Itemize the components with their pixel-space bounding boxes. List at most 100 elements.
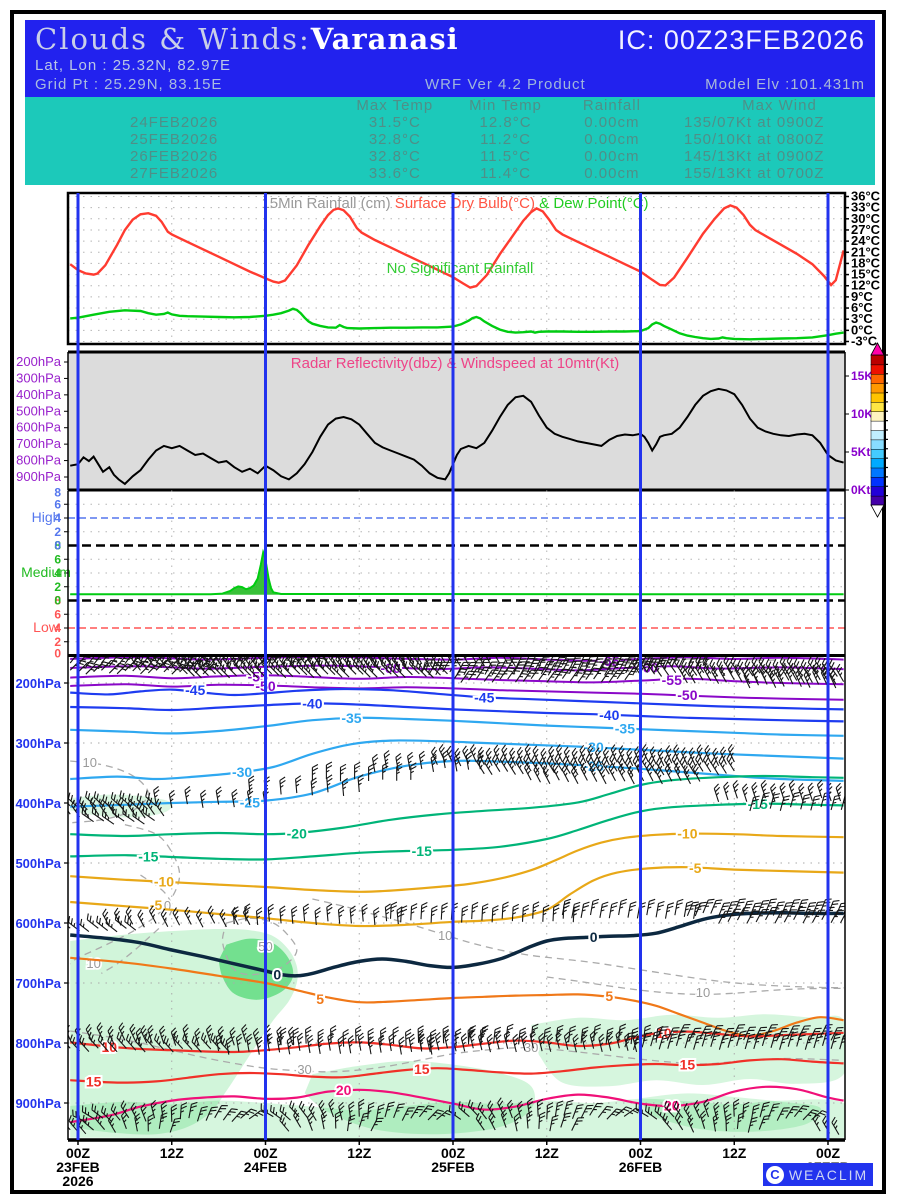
medium-cloud-line <box>70 548 844 596</box>
windspeed-axis-tick: 0Kt <box>851 483 870 497</box>
forecast-table-header: Max Temp Min Temp Rainfall Max Wind <box>25 97 875 114</box>
product-line: WRF Ver 4.2 Product <box>425 76 586 93</box>
cloud-tick: 0 <box>54 647 61 661</box>
temp-contour--35 <box>70 716 844 737</box>
high-cloud-label: High <box>32 509 61 525</box>
table-row: 27FEB2026 33.6°C 11.4°C 0.00cm 155/13Kt … <box>25 165 875 182</box>
time-axis-label: 12Z <box>160 1145 185 1161</box>
temp-contour-label: -30 <box>232 764 252 780</box>
temp-contour-label: -10 <box>154 874 174 890</box>
row-max-temp: 31.5°C <box>368 114 421 131</box>
radar-pressure-tick: 200hPa <box>16 354 62 369</box>
weaclim-label: WEACLIM <box>788 1166 869 1183</box>
cloud-tick: 4 <box>54 621 61 635</box>
col-rainfall: Rainfall <box>582 97 641 114</box>
humidity-contour <box>312 898 844 989</box>
time-axis-label: 23FEB <box>56 1159 100 1175</box>
temp-contour-label: 10 <box>101 1039 117 1055</box>
radar-pressure-tick: 500hPa <box>16 403 62 418</box>
row-max-wind: 155/13Kt at 0700Z <box>683 165 825 182</box>
humidity-contour <box>69 823 181 965</box>
cloud-tick: 0 <box>54 539 61 553</box>
humidity-contour-label: 10 <box>86 956 100 971</box>
time-axis-label: 26FEB <box>619 1159 663 1175</box>
temp-contour-label: 0 <box>273 967 281 983</box>
model-elev: Model Elv :101.431m <box>705 76 865 93</box>
temp-contour-label: -50 <box>677 687 697 703</box>
row-max-wind: 150/10Kt at 0800Z <box>683 131 825 148</box>
pressure-axis-tick: 400hPa <box>15 796 61 811</box>
temp-contour-label: -20 <box>287 826 307 842</box>
page-border <box>10 10 886 1194</box>
colorbar-top-arrow <box>870 342 885 356</box>
cloud-tick: 8 <box>54 594 61 608</box>
row-min-temp: 11.2°C <box>480 131 531 148</box>
table-row: 25FEB2026 32.8°C 11.2°C 0.00cm 150/10Kt … <box>25 131 875 148</box>
latlon-line: Lat, Lon : 25.32N, 82.97E <box>35 57 231 74</box>
col-max-temp: Max Temp <box>356 97 434 114</box>
temp-axis-tick: 27°C <box>851 222 881 237</box>
cloud-tick: 6 <box>54 552 61 566</box>
time-axis-label: 12Z <box>535 1145 560 1161</box>
row-max-temp: 33.6°C <box>368 165 421 182</box>
temp-contour-label: -45 <box>185 682 205 698</box>
temp-axis-tick: 18°C <box>851 255 881 270</box>
radar-pressure-tick: 900hPa <box>16 469 62 484</box>
temp-contour-label: -25 <box>240 794 260 810</box>
temp-axis-tick: 30°C <box>851 211 881 226</box>
col-min-temp: Min Temp <box>469 97 542 114</box>
row-rainfall: 0.00cm <box>584 165 640 182</box>
radar-pressure-tick: 800hPa <box>16 453 62 468</box>
humidity-contour-label: 10 <box>438 928 452 943</box>
title-prefix: Clouds & Winds: <box>35 22 311 56</box>
windspeed-axis-tick: 5Kt <box>851 445 870 459</box>
time-axis-label: 25FEB <box>431 1159 475 1175</box>
temp-axis-tick: 0°C <box>851 322 873 337</box>
temp-contour-label: 5 <box>605 988 613 1004</box>
temp-contour-label: 15 <box>414 1061 430 1077</box>
dew_point-line <box>70 307 844 341</box>
temp-contour--45 <box>70 687 844 711</box>
time-axis-label: 00Z <box>253 1145 278 1161</box>
time-axis-label: 00Z <box>66 1145 91 1161</box>
radar-panel: Radar Reflectivity(dbz) & Windspeed at 1… <box>16 350 877 497</box>
cloud-tick: 6 <box>54 607 61 621</box>
windspeed-axis-tick: 15Kt <box>851 369 877 383</box>
row-rainfall: 0.00cm <box>584 114 640 131</box>
temp-contour-label: 15 <box>680 1057 696 1073</box>
weaclim-badge: C WEACLIM <box>763 1163 873 1186</box>
table-row: 26FEB2026 32.8°C 11.5°C 0.00cm 145/13Kt … <box>25 148 875 165</box>
humidity-contour-label: 30 <box>297 1062 311 1077</box>
radar-pressure-tick: 700hPa <box>16 436 62 451</box>
cloud-tick: 8 <box>54 539 61 553</box>
cloud-tick: 2 <box>54 525 61 539</box>
temp-contour-label: -55 <box>662 672 682 688</box>
radar-pressure-tick: 400hPa <box>16 387 62 402</box>
pressure-axis-tick: 300hPa <box>15 736 61 751</box>
row-max-wind: 145/13Kt at 0900Z <box>683 148 825 165</box>
windspeed-colorbar <box>870 342 888 518</box>
pressure-axis-tick: 200hPa <box>15 676 61 691</box>
no-rainfall-annotation: No Significant Rainfall <box>387 260 534 277</box>
table-row: 24FEB2026 31.5°C 12.8°C 0.00cm 135/07Kt … <box>25 114 875 131</box>
pressure-axis-tick: 700hPa <box>15 976 61 991</box>
temp-contour-label: -40 <box>599 707 619 723</box>
temp-axis-tick: -3°C <box>851 334 878 349</box>
temp-axis-tick: 12°C <box>851 278 881 293</box>
row-max-temp: 32.8°C <box>368 131 421 148</box>
temp-axis-tick: 33°C <box>851 200 881 215</box>
row-min-temp: 11.5°C <box>480 148 531 165</box>
temp-contour--15 <box>70 802 844 861</box>
temp-contour-label: 0 <box>590 929 598 945</box>
cloud-tick: 4 <box>54 566 61 580</box>
row-rainfall: 0.00cm <box>584 131 640 148</box>
temp-contour-label: 15 <box>86 1073 102 1089</box>
temp-contour-label: -15 <box>412 843 432 859</box>
time-axis-label: 12Z <box>722 1145 747 1161</box>
cloud-tick: 6 <box>54 497 61 511</box>
temp-contour-0 <box>70 911 844 978</box>
colorbar-bottom-arrow <box>870 504 885 518</box>
temp-axis-tick: 6°C <box>851 300 873 315</box>
